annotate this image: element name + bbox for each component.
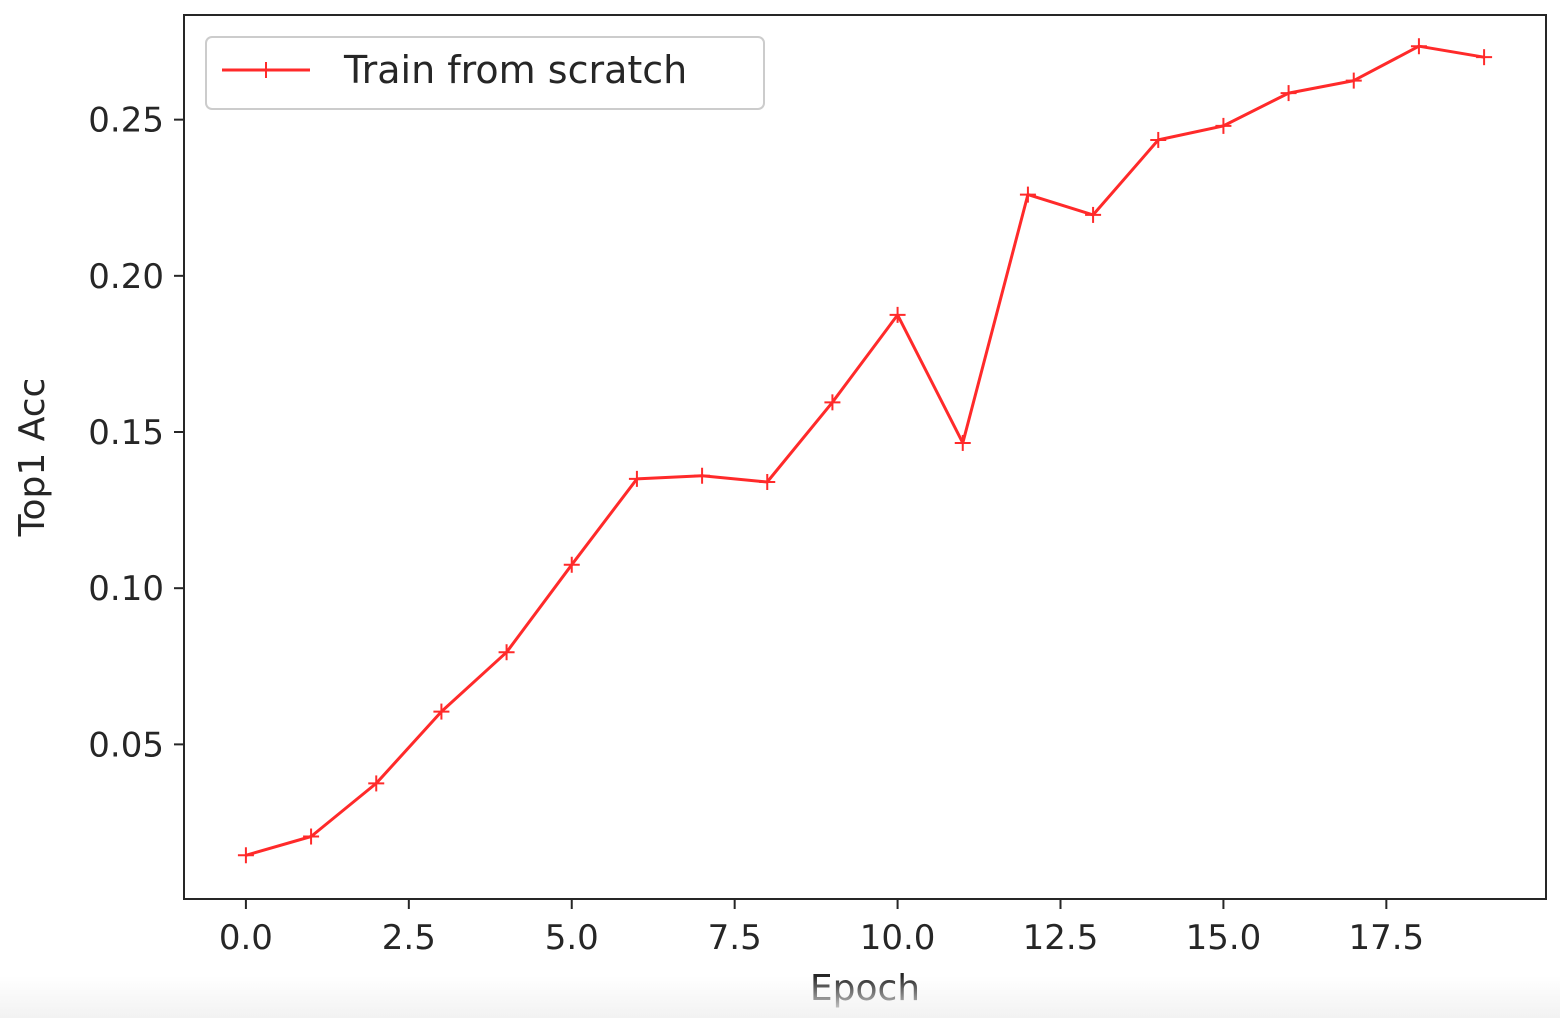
- data-point: [563, 556, 580, 573]
- y-tick-label: 0.15: [88, 413, 164, 453]
- y-axis: 0.05 0.10 0.15 0.20 0.25: [88, 101, 184, 765]
- x-tick-label: 0.0: [219, 918, 273, 958]
- data-point: [1215, 117, 1232, 134]
- x-tick-label: 5.0: [545, 918, 599, 958]
- series-layer: [237, 38, 1493, 864]
- x-tick-label: 2.5: [382, 918, 436, 958]
- data-point: [433, 703, 450, 720]
- legend-marker-plus: [258, 62, 274, 78]
- data-point: [303, 828, 320, 845]
- data-point: [1410, 38, 1427, 55]
- legend-entry-label: Train from scratch: [343, 48, 687, 92]
- x-tick-label: 17.5: [1348, 918, 1424, 958]
- series-line: [245, 44, 1485, 857]
- legend: Train from scratch: [205, 36, 765, 110]
- y-tick-label: 0.20: [88, 257, 164, 297]
- data-point: [1345, 72, 1362, 89]
- y-tick-label: 0.05: [88, 725, 164, 765]
- data-point: [498, 644, 515, 661]
- x-axis: 0.0 2.5 5.0 7.5 10.0 12.5 15.0 17.5: [219, 899, 1424, 958]
- y-axis-label: Top1 Acc: [12, 378, 53, 538]
- x-tick-label: 10.0: [860, 918, 936, 958]
- data-point: [694, 467, 711, 484]
- x-tick-label: 12.5: [1023, 918, 1099, 958]
- y-tick-label: 0.25: [88, 101, 164, 141]
- y-tick-label: 0.10: [88, 569, 164, 609]
- data-point: [237, 847, 254, 864]
- legend-box: [205, 36, 765, 110]
- plot-area: 0.0 2.5 5.0 7.5 10.0 12.5 15.0 17.5 0.05 0.10 0.1…: [88, 14, 1547, 958]
- data-point: [1150, 131, 1167, 148]
- data-point: [759, 473, 776, 490]
- data-point: [1019, 186, 1036, 203]
- x-tick-label: 15.0: [1186, 918, 1262, 958]
- data-point: [628, 470, 645, 487]
- data-point: [889, 306, 906, 323]
- data-point: [1085, 206, 1102, 223]
- data-point: [368, 775, 385, 792]
- x-tick-label: 7.5: [708, 918, 762, 958]
- data-point: [1280, 85, 1297, 102]
- plot-frame: [183, 14, 1547, 900]
- data-point: [954, 434, 971, 451]
- data-point: [1476, 49, 1493, 66]
- x-axis-label: Epoch: [810, 968, 920, 1009]
- data-point: [824, 394, 841, 411]
